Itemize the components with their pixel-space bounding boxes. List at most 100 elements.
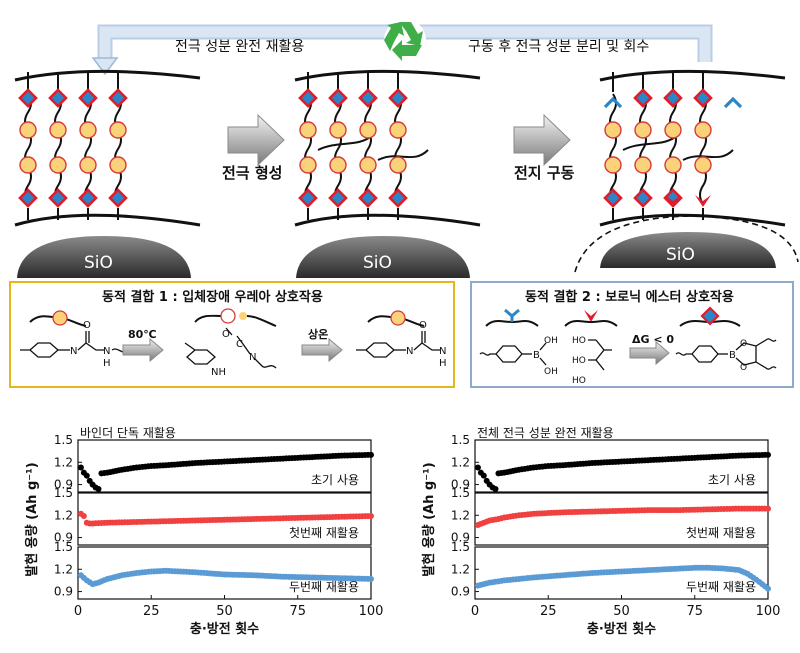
urea-bead [634,121,652,139]
boronic-acid-end [603,96,623,109]
data-point [492,486,499,493]
atom-nh: NH [211,367,226,378]
series-label: 초기 사용 [311,473,359,487]
heat-arrow [122,337,164,363]
recovery-label: 구동 후 전극 성분 분리 및 회수 [468,39,649,55]
y-axis-label: 발현 용량 (Ah g⁻¹) [24,462,40,576]
urea-bead [664,156,682,174]
y-tick-label: 0.9 [54,478,73,492]
diol-end [665,195,681,207]
boronic-ester-node [48,188,68,208]
recycle-icon [384,19,426,61]
x-tick-label: 50 [613,604,630,619]
y-tick-label: 1.2 [54,508,73,522]
x-tick-label: 100 [359,604,384,619]
y-tick-label: 1.5 [451,433,470,447]
y-tick-label: 0.9 [451,478,470,492]
boronic-ester-structure [675,338,777,370]
data-point [77,464,84,471]
atom-h: H [103,358,111,369]
atom-n: N [103,346,110,357]
urea-bead [694,121,712,139]
diol-chain [564,310,618,327]
x-tick-label: 75 [686,604,703,619]
dynamic-bond-box-2: 동적 결합 2 : 보로닉 에스터 상호작용 B OH OH HO HO [470,281,794,388]
data-point [80,513,87,520]
urea-bead [694,156,712,174]
boronic-ester-chain [679,306,741,327]
step1-label: 전극 형성 [222,164,282,182]
condition-heat: 80℃ [128,328,157,341]
condition-dg: ΔG < 0 [632,333,674,346]
y-tick-label: 1.2 [451,562,470,576]
y-tick-label: 0.9 [54,531,73,545]
dynamic-bond-box-1: 동적 결합 1 : 입체장애 우레아 상호작용 N O N H 80 [9,281,455,388]
data-point [480,472,487,479]
urea-bead [109,156,127,174]
urea-bead [49,121,67,139]
boronic-acid-chain [485,308,539,327]
process-arrow-2 [513,113,571,167]
sio-label: SiO [363,253,392,273]
sio-particle-2: SiO [296,236,470,278]
boronic-ester-node [78,88,98,108]
panel-frame [474,439,769,493]
urea-bead [109,121,127,139]
y-axis-label: 발현 용량 (Ah g⁻¹) [421,462,437,576]
sio-particle-1: SiO [17,236,191,278]
data-point [83,472,90,479]
atom-n: N [439,346,446,357]
series-label: 첫번째 재활용 [289,526,359,540]
x-axis-label: 충·방전 횟수 [587,621,656,637]
series-label: 두번째 재활용 [686,580,756,594]
atom-b: B [729,350,736,361]
urea-bead [299,156,317,174]
x-tick-label: 0 [471,604,479,619]
boronic-ester-node [328,88,348,108]
data-point [765,451,771,458]
step2-label: 전지 구동 [514,164,575,182]
x-tick-label: 0 [74,604,82,619]
y-tick-label: 1.2 [451,455,470,469]
urea-bead [299,121,317,139]
series-label: 초기 사용 [708,473,756,487]
y-tick-label: 1.5 [451,486,470,500]
y-tick-label: 0.9 [451,585,470,599]
urea-bead [604,121,622,139]
boronic-ester-node [388,88,408,108]
boronic-ester-node [633,88,653,108]
box1-title: 동적 결합 1 : 입체장애 우레아 상호작용 [102,289,323,305]
boronic-ester-node [18,88,38,108]
x-tick-label: 100 [756,604,781,619]
x-tick-label: 25 [143,604,160,619]
boronic-ester-node [388,188,408,208]
y-tick-label: 1.2 [54,562,73,576]
atom-o: O [83,320,91,331]
urea-bead [19,156,37,174]
chart-full-recycling: 전체 전극 성분 완전 재활용 0.9 1.2 1.5 초기 사용 0.9 1.2 1.5 첫번… [421,426,780,637]
data-point [765,505,771,512]
y-tick-label: 1.2 [451,508,470,522]
atom-o: O [222,329,230,340]
y-tick-label: 1.5 [54,486,73,500]
data-point [368,513,374,520]
boronic-ester-node [78,188,98,208]
boronic-ester-node [633,188,653,208]
recycle-label: 전극 성분 완전 재활용 [175,39,304,55]
x-tick-label: 75 [289,604,306,619]
urea-bead [49,156,67,174]
boronic-ester-node [108,188,128,208]
atom-o: O [740,363,747,373]
atom-b: B [533,350,540,361]
x-axis-label: 충·방전 횟수 [190,621,259,637]
rt-arrow [301,337,343,363]
panel-frame [77,439,372,493]
series-label: 첫번째 재활용 [686,526,756,540]
boronic-ester-node [108,88,128,108]
atom-n: N [70,346,77,357]
boronic-ester-node [603,188,623,208]
urea-bead [359,121,377,139]
data-point [368,575,374,582]
urea-bead [79,121,97,139]
